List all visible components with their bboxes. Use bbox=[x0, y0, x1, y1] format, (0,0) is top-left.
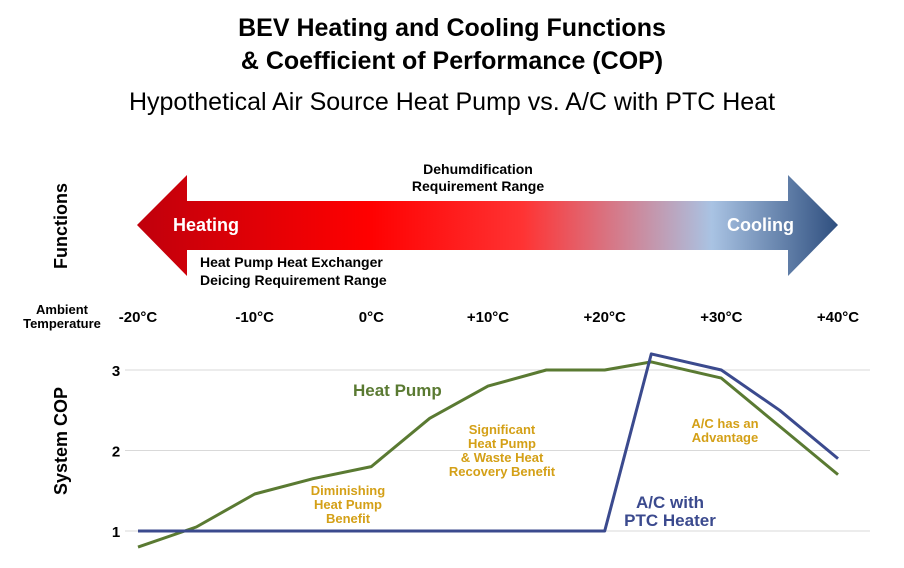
annotation-significant: Recovery Benefit bbox=[449, 464, 556, 479]
chart-title-line1: BEV Heating and Cooling Functions bbox=[238, 14, 666, 42]
heat-pump-series-label: Heat Pump bbox=[353, 381, 442, 400]
plot-area: 1 2 3 -20°C -10°C 0°C +10°C +20°C +30°C +40°C Heat… bbox=[112, 309, 870, 549]
x-axis-label-line1: Ambient bbox=[36, 302, 89, 317]
annotation-significant: Heat Pump bbox=[468, 436, 536, 451]
x-tick-label: -20°C bbox=[119, 309, 158, 326]
x-tick-label: -10°C bbox=[235, 309, 274, 326]
y-tick-label: 2 bbox=[112, 444, 120, 461]
heat-pump-line bbox=[137, 360, 839, 549]
annotation-diminishing: Benefit bbox=[326, 511, 371, 526]
functions-label: Functions bbox=[51, 183, 71, 269]
annotation-diminishing: Heat Pump bbox=[314, 497, 382, 512]
y-tick-label: 1 bbox=[112, 524, 120, 541]
ac-ptc-line bbox=[138, 352, 839, 533]
x-tick-label: +10°C bbox=[467, 309, 509, 326]
deicing-line1: Heat Pump Heat Exchanger bbox=[200, 254, 383, 270]
ac-series-label-line2: PTC Heater bbox=[624, 511, 716, 530]
annotation-advantage: A/C has an bbox=[691, 416, 758, 431]
cooling-label: Cooling bbox=[727, 215, 794, 235]
functions-double-arrow bbox=[137, 175, 838, 276]
heating-label: Heating bbox=[173, 215, 239, 235]
annotation-advantage: Advantage bbox=[692, 430, 758, 445]
dehumidification-line1: Dehumdification bbox=[423, 161, 533, 177]
annotation-significant: & Waste Heat bbox=[461, 450, 544, 465]
x-tick-label: +20°C bbox=[584, 309, 626, 326]
x-tick-label: +30°C bbox=[700, 309, 742, 326]
x-tick-label: +40°C bbox=[817, 309, 859, 326]
x-axis-label-line2: Temperature bbox=[23, 316, 101, 331]
chart-title-line2: & Coefficient of Performance (COP) bbox=[240, 47, 664, 75]
x-tick-label: 0°C bbox=[359, 309, 384, 326]
dehumidification-line2: Requirement Range bbox=[412, 178, 544, 194]
annotation-diminishing: Diminishing bbox=[311, 483, 385, 498]
y-axis-label: System COP bbox=[51, 387, 71, 495]
deicing-line2: Deicing Requirement Range bbox=[200, 272, 387, 288]
annotation-significant: Significant bbox=[469, 422, 536, 437]
y-tick-label: 3 bbox=[112, 363, 120, 380]
chart-subtitle: Hypothetical Air Source Heat Pump vs. A/… bbox=[128, 88, 776, 116]
ac-series-label-line1: A/C with bbox=[636, 493, 704, 512]
